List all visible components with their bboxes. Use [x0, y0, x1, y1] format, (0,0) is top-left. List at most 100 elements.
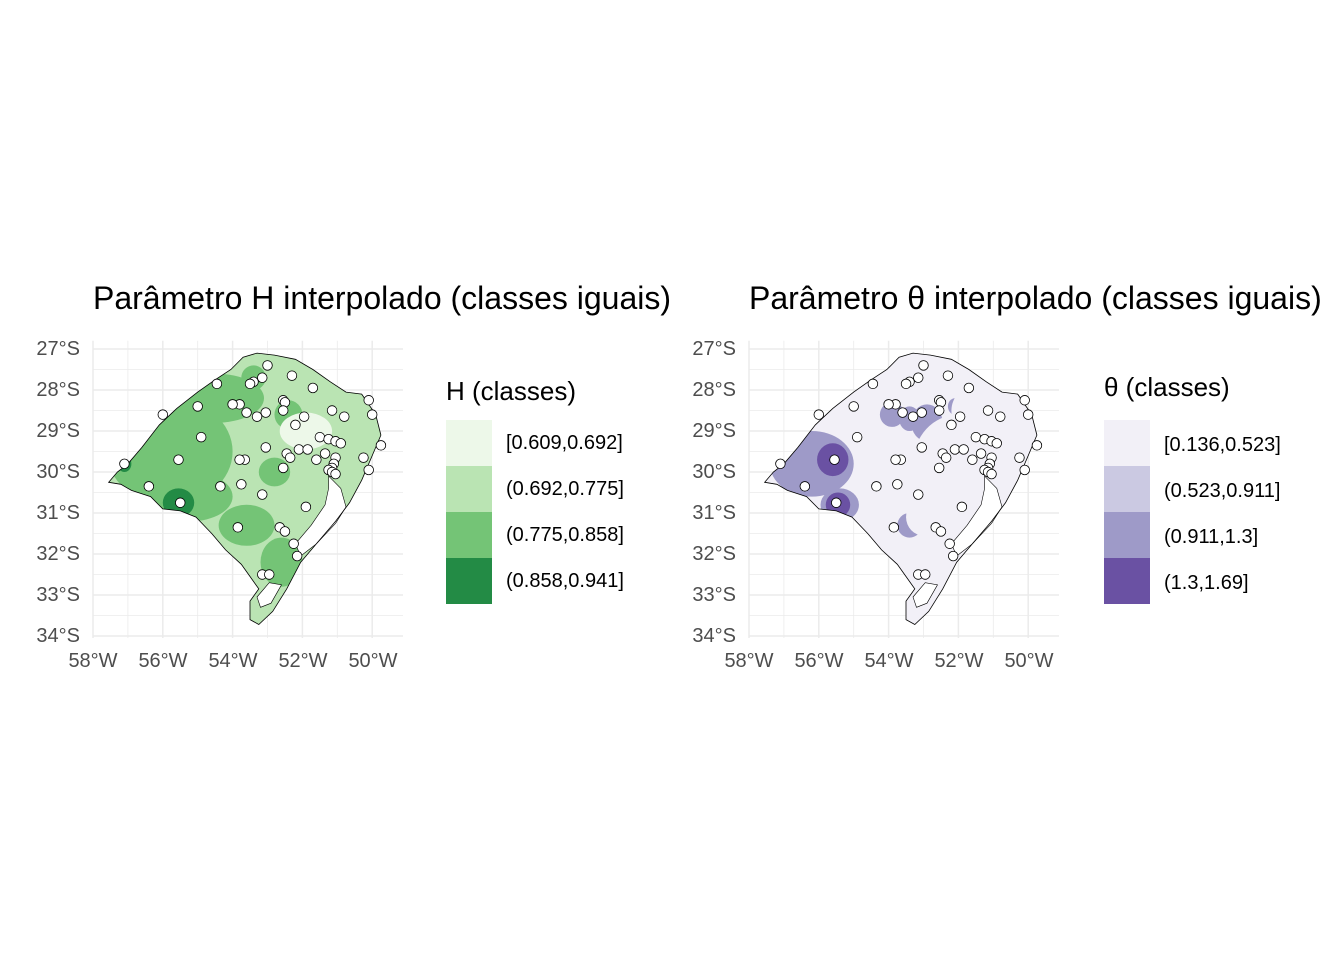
y-tick-33s: 33°S [36, 584, 80, 606]
station-point [302, 444, 313, 455]
y-tick-33s: 33°S [692, 584, 736, 606]
stations [775, 360, 1043, 580]
panel-theta-parameter: Parâmetro θ interpolado (classes iguais)… [672, 0, 1344, 960]
map-theta [748, 340, 1059, 639]
station-point [967, 454, 978, 465]
x-tick-58w: 58°W [724, 650, 774, 672]
station-point [883, 399, 894, 410]
x-tick-50w: 50°W [348, 650, 398, 672]
x-tick-54w: 54°W [864, 650, 914, 672]
legend-label-2: (0.692,0.775] [506, 478, 624, 500]
station-point [920, 569, 931, 580]
station-point [236, 479, 247, 490]
station-point [897, 407, 908, 418]
station-point [913, 489, 924, 500]
station-point [958, 444, 969, 455]
station-point [991, 438, 1002, 449]
x-tick-56w: 56°W [794, 650, 844, 672]
station-point [890, 454, 901, 465]
y-tick-31s: 31°S [36, 502, 80, 524]
station-point [232, 522, 244, 533]
station-point [300, 501, 312, 513]
station-point [986, 468, 997, 480]
station-point [286, 370, 298, 381]
station-point [907, 411, 919, 422]
station-point [918, 360, 929, 371]
station-point [775, 458, 786, 470]
station-point [956, 501, 968, 513]
station-point [234, 454, 245, 465]
panel-h-parameter: Parâmetro H interpolado (classes iguais)… [36, 280, 672, 672]
y-tick-27s: 27°S [692, 338, 736, 360]
station-point [335, 438, 346, 449]
station-point [227, 399, 238, 410]
legend-key-1 [1104, 420, 1150, 466]
station-point [888, 522, 900, 533]
legend-label-4: (1.3,1.69] [1164, 572, 1249, 594]
station-point [867, 378, 879, 390]
y-tick-31s: 31°S [692, 502, 736, 524]
station-point [944, 538, 955, 549]
station-point [215, 481, 226, 492]
station-point [916, 442, 927, 453]
station-point [934, 405, 945, 416]
station-point [916, 407, 927, 418]
station-point [942, 370, 954, 381]
station-point [900, 378, 912, 390]
station-point [940, 452, 952, 463]
y-tick-34s: 34°S [692, 625, 736, 647]
y-tick-29s: 29°S [692, 420, 736, 442]
station-point [1031, 440, 1043, 451]
station-point [963, 382, 975, 394]
station-point [314, 431, 326, 443]
y-tick-28s: 28°S [36, 379, 80, 401]
station-point [935, 526, 947, 537]
panel-title: Parâmetro H interpolado (classes iguais) [93, 280, 672, 316]
station-point [946, 419, 957, 431]
station-point [192, 401, 203, 412]
legend-title: H (classes) [446, 376, 577, 406]
x-tick-52w: 52°W [934, 650, 984, 672]
station-point [326, 405, 338, 416]
y-tick-27s: 27°S [36, 338, 80, 360]
station-point [799, 481, 811, 492]
station-point [851, 431, 863, 443]
legend-key-4 [1104, 558, 1150, 604]
station-point [358, 452, 369, 463]
x-tick-56w: 56°W [138, 650, 188, 672]
station-point [970, 431, 982, 443]
x-tick-50w: 50°W [1004, 650, 1054, 672]
legend-label-3: (0.775,0.858] [506, 524, 624, 546]
station-point [298, 411, 310, 422]
station-point [892, 479, 903, 490]
legend-label-2: (0.523,0.911] [1164, 480, 1281, 502]
legend-label-4: (0.858,0.941] [506, 570, 624, 592]
station-point [1023, 409, 1034, 420]
x-tick-52w: 52°W [278, 650, 328, 672]
legend-key-3 [1104, 512, 1150, 558]
station-point [278, 405, 289, 416]
station-point [195, 431, 207, 443]
legend-label-3: (0.911,1.3] [1164, 526, 1259, 548]
y-tick-29s: 29°S [36, 420, 80, 442]
station-point [293, 444, 305, 455]
y-tick-32s: 32°S [692, 543, 736, 565]
station-point [251, 411, 263, 422]
station-point [954, 411, 966, 422]
y-tick-30s: 30°S [692, 461, 736, 483]
station-point [143, 481, 155, 492]
station-point [995, 411, 1006, 422]
station-point [278, 462, 289, 474]
station-point [813, 409, 825, 420]
station-point [363, 464, 374, 476]
station-point [291, 550, 303, 562]
station-point [284, 452, 296, 463]
station-point [1014, 452, 1025, 463]
panel-title: Parâmetro θ interpolado (classes iguais) [749, 280, 1322, 316]
legend-key-4 [446, 558, 492, 604]
station-point [339, 411, 350, 422]
legend-key-2 [446, 466, 492, 512]
station-point [975, 448, 987, 459]
station-point [330, 468, 341, 480]
station-point [279, 526, 291, 537]
